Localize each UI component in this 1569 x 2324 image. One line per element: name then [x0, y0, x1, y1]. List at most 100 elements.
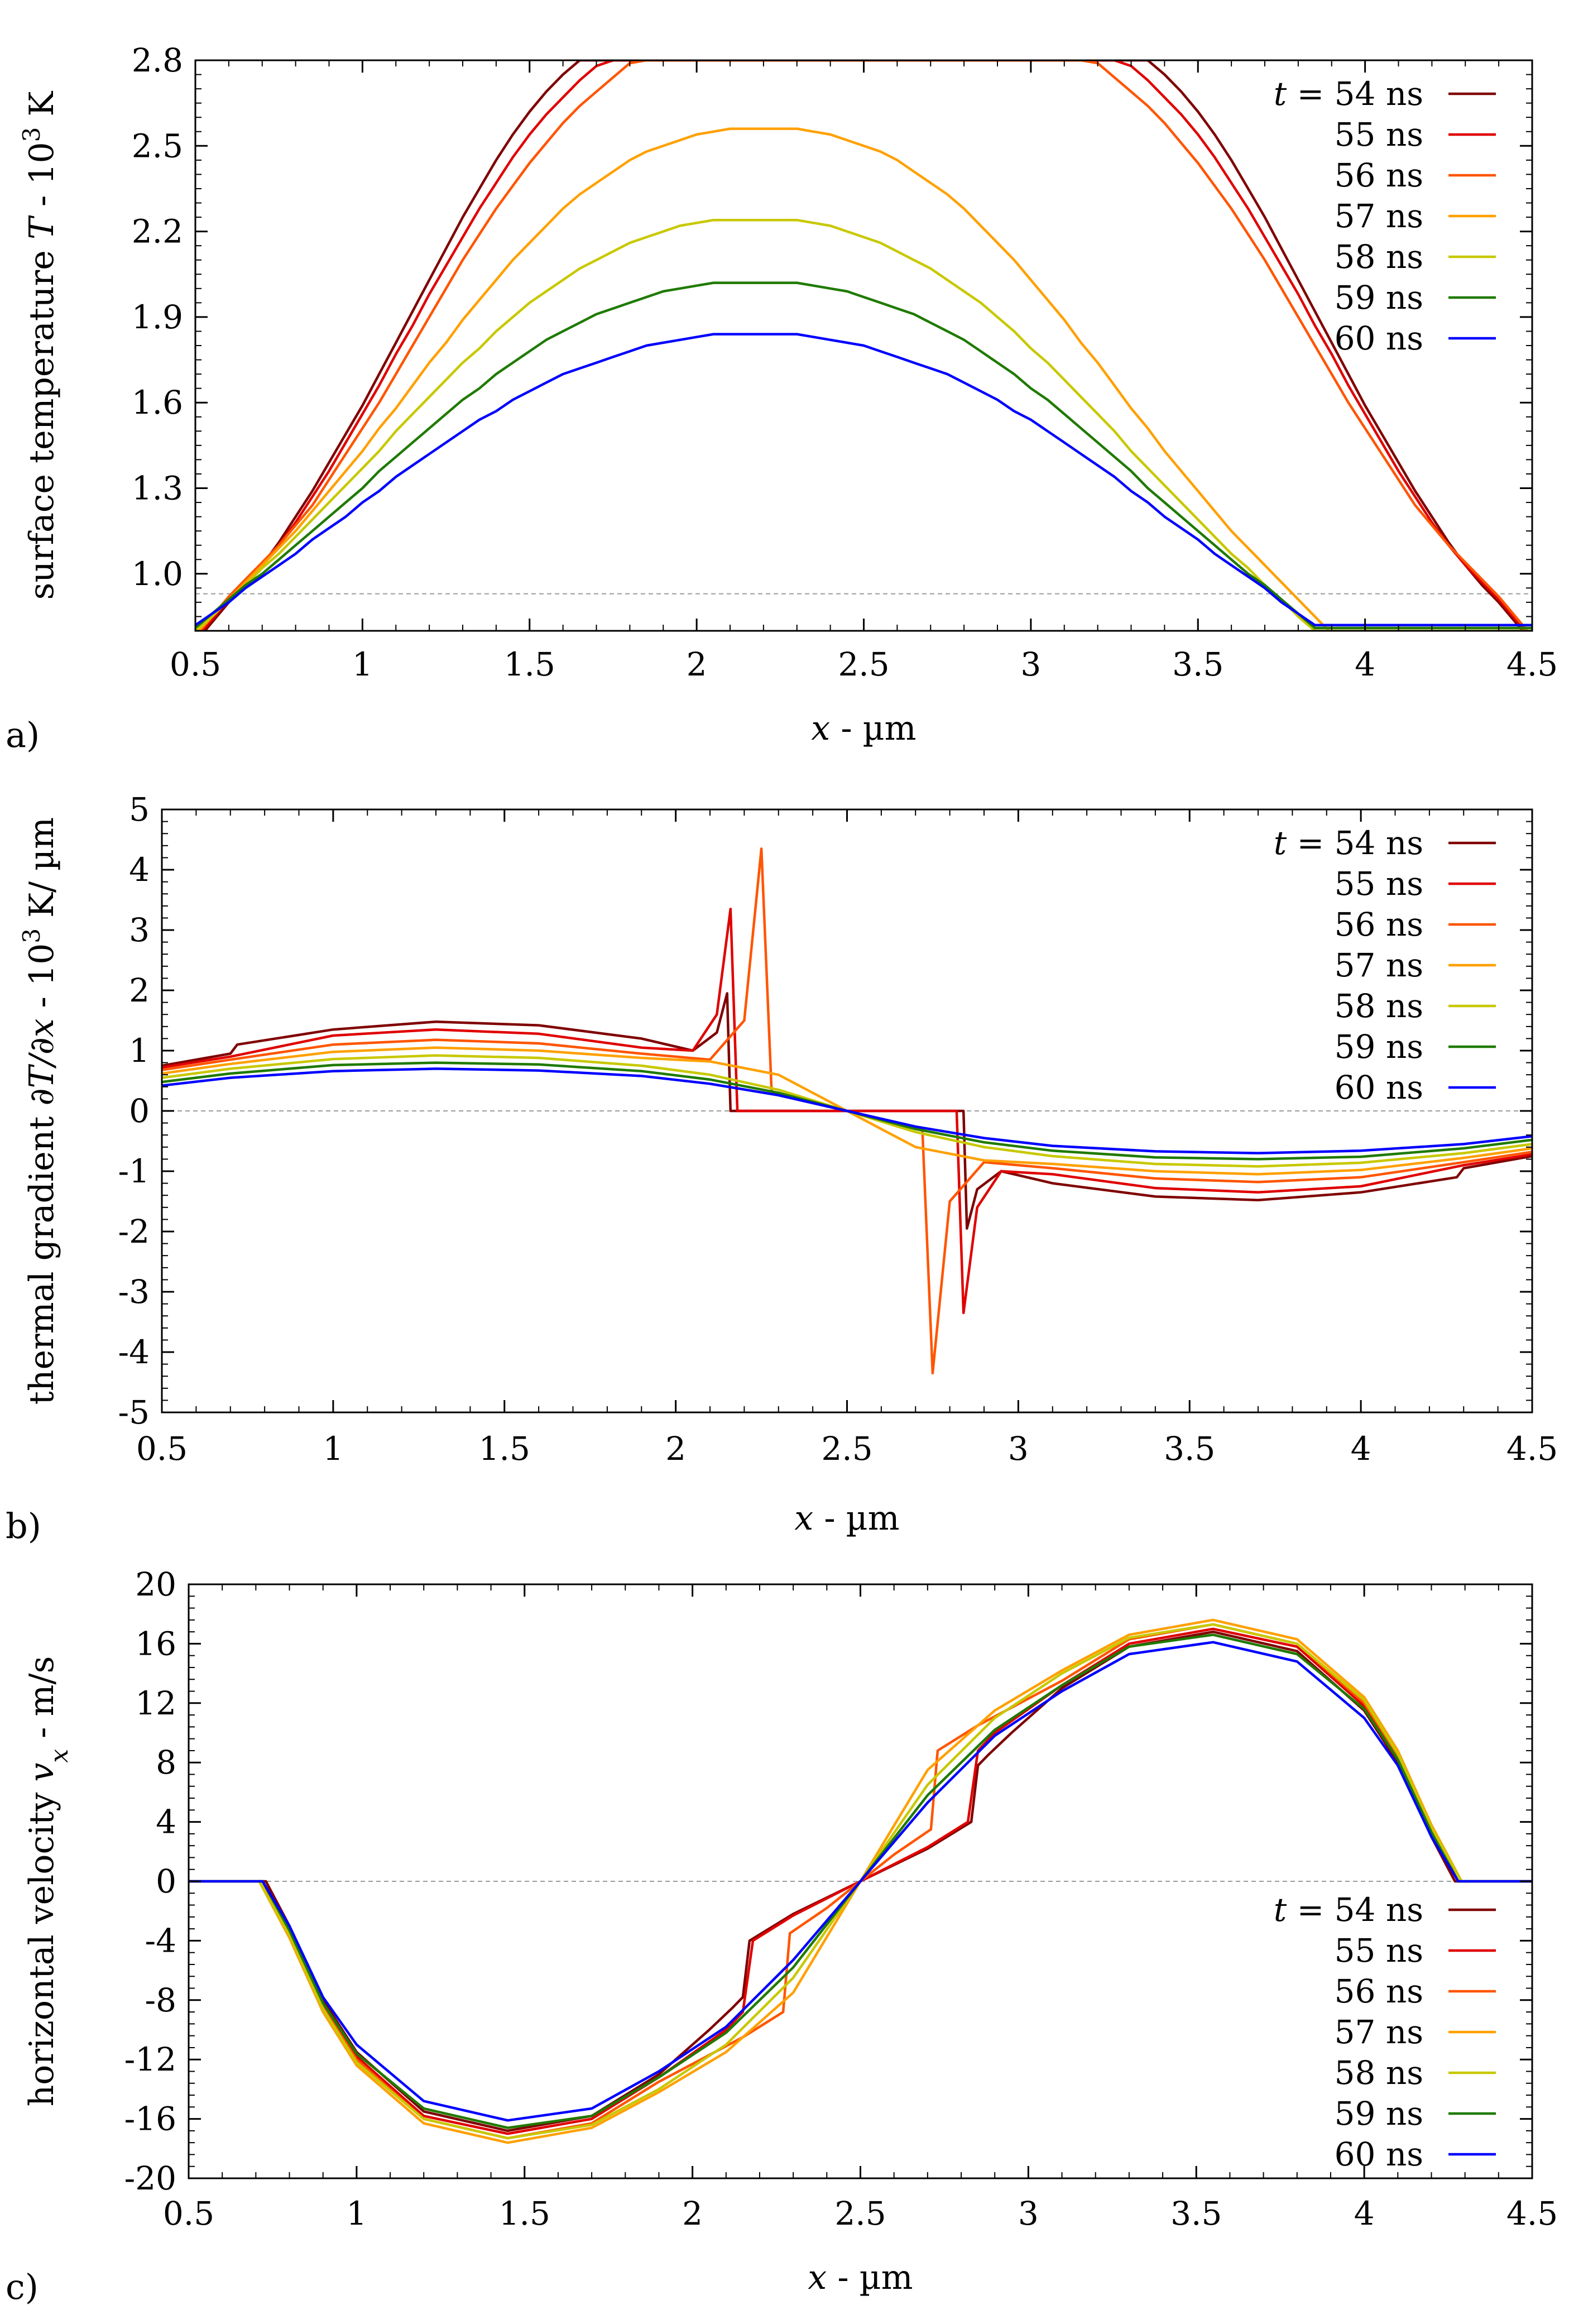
x-tick-label: 4	[1351, 1430, 1371, 1468]
panel-label: b)	[6, 1506, 41, 1546]
x-tick-label: 2	[687, 645, 707, 683]
y-tick-label: 5	[129, 790, 150, 828]
x-tick-label: 3	[1020, 645, 1041, 683]
y-tick-label: 4	[156, 1803, 176, 1841]
series-line-56-ns	[198, 60, 1529, 631]
series-line-57-ns	[196, 127, 1331, 631]
y-tick-label: -1	[118, 1152, 150, 1190]
y-tick-label: 1.3	[132, 469, 183, 507]
x-tick-label: 0.5	[163, 2194, 214, 2232]
y-tick-label: 1.0	[132, 555, 183, 593]
legend-label: 56 ns	[1335, 156, 1423, 194]
y-tick-label: -4	[145, 1922, 177, 1959]
legend-label: t = 54 ns	[1274, 1891, 1423, 1929]
x-tick-label: 4.5	[1506, 2194, 1558, 2232]
legend-label: 55 ns	[1335, 116, 1423, 154]
y-tick-label: 20	[135, 1565, 176, 1603]
x-tick-label: 1	[346, 2194, 367, 2232]
x-tick-label: 4.5	[1506, 645, 1558, 683]
x-tick-label: 4	[1355, 645, 1375, 683]
x-axis-label: x - µm	[794, 1499, 899, 1538]
y-tick-label: 1.9	[132, 298, 183, 336]
x-tick-label: 1.5	[504, 645, 555, 683]
x-tick-label: 2.5	[838, 645, 889, 683]
x-axis-label: x - µm	[808, 2258, 913, 2297]
series-line-54-ns	[203, 60, 1524, 631]
x-tick-label: 3	[1008, 1430, 1029, 1468]
legend-label: 56 ns	[1335, 1972, 1423, 2010]
y-tick-label: 1	[129, 1032, 150, 1070]
y-tick-label: 2.5	[132, 127, 183, 165]
y-tick-label: 2.8	[132, 41, 183, 79]
legend-label: 57 ns	[1335, 946, 1423, 984]
y-tick-label: 2	[129, 971, 150, 1009]
legend-label: t = 54 ns	[1274, 75, 1423, 113]
x-axis-label: x - µm	[811, 709, 916, 748]
legend-label: 58 ns	[1335, 238, 1423, 276]
y-tick-label: 0	[156, 1862, 176, 1900]
series-line-59-ns	[195, 281, 1532, 630]
legend-label: 58 ns	[1335, 2054, 1423, 2092]
x-tick-label: 4	[1354, 2194, 1375, 2232]
y-tick-label: -8	[145, 1981, 177, 2019]
x-tick-label: 1	[352, 645, 373, 683]
x-tick-label: 2	[665, 1430, 686, 1468]
legend-label: 60 ns	[1335, 1068, 1423, 1106]
y-tick-label: 2.2	[132, 213, 183, 251]
y-tick-label: 1.6	[132, 384, 183, 421]
series-line-58-ns	[195, 218, 1532, 631]
x-tick-label: 3.5	[1164, 1430, 1215, 1468]
legend-label: 60 ns	[1335, 319, 1423, 357]
x-tick-label: 3	[1018, 2194, 1039, 2232]
y-tick-label: -2	[118, 1213, 150, 1250]
x-tick-label: 1	[323, 1430, 343, 1468]
x-tick-label: 2	[682, 2194, 703, 2232]
series-line-60-ns	[162, 1067, 1532, 1154]
y-axis-label: horizontal velocity vx - m/s	[22, 1656, 74, 2107]
legend-label: 57 ns	[1335, 197, 1423, 235]
x-tick-label: 2.5	[834, 2194, 886, 2232]
legend-label: 60 ns	[1335, 2135, 1423, 2173]
panel-c: 0.5 1 1.5 2 2.5 3 3.5 4 4.5 -20 -16 -12 -8 -4 0 4 8 12 16 2…	[6, 1565, 1558, 2307]
series-line-60-ns	[189, 1641, 1532, 2122]
y-axis-label: thermal gradient ∂T/∂x - 103 K/ µm	[18, 817, 62, 1405]
legend-label: 56 ns	[1335, 905, 1423, 943]
y-tick-label: -20	[124, 2159, 176, 2197]
y-tick-label: -4	[118, 1333, 150, 1371]
x-tick-label: 0.5	[170, 645, 221, 683]
panel-b: 0.5 1 1.5 2 2.5 3 3.5 4 4.5 -5 -4 -3 -2 -1 0 1 2 3 4 5 x - µ…	[6, 790, 1558, 1546]
y-tick-label: -5	[118, 1393, 150, 1431]
series-group	[189, 1618, 1532, 2144]
x-tick-label: 0.5	[136, 1430, 188, 1468]
legend-label: 59 ns	[1335, 279, 1423, 317]
series-line-60-ns	[195, 333, 1532, 627]
legend-label: 57 ns	[1335, 2013, 1423, 2051]
x-tick-label: 2.5	[821, 1430, 872, 1468]
x-tick-label: 1.5	[499, 2194, 550, 2232]
y-tick-label: -12	[124, 2040, 176, 2078]
panel-label: a)	[6, 715, 40, 755]
y-tick-label: 0	[129, 1092, 150, 1130]
y-tick-label: 12	[135, 1684, 176, 1722]
y-tick-label: 3	[129, 911, 150, 949]
legend-label: 59 ns	[1335, 1028, 1423, 1066]
y-axis-label: surface temperature T - 103 K	[18, 91, 62, 600]
legend-label: 55 ns	[1335, 865, 1423, 903]
legend-label: 59 ns	[1335, 2095, 1423, 2133]
x-tick-label: 1.5	[479, 1430, 530, 1468]
x-tick-label: 4.5	[1506, 1430, 1558, 1468]
series-group	[162, 847, 1532, 1375]
panel-a: 0.5 1 1.5 2 2.5 3 3.5 4 4.5 1.0 1.3 1.6 1.9 2.2 2.5 2.8…	[6, 41, 1558, 755]
legend-label: t = 54 ns	[1274, 824, 1423, 862]
y-tick-label: 16	[135, 1625, 176, 1662]
legend-label: 55 ns	[1335, 1932, 1423, 1970]
y-tick-label: 8	[156, 1743, 176, 1781]
series-group	[195, 60, 1532, 631]
x-tick-label: 3.5	[1172, 645, 1223, 683]
series-line-55-ns	[200, 60, 1527, 631]
panel-label: c)	[6, 2267, 39, 2307]
y-tick-label: -16	[124, 2100, 176, 2138]
